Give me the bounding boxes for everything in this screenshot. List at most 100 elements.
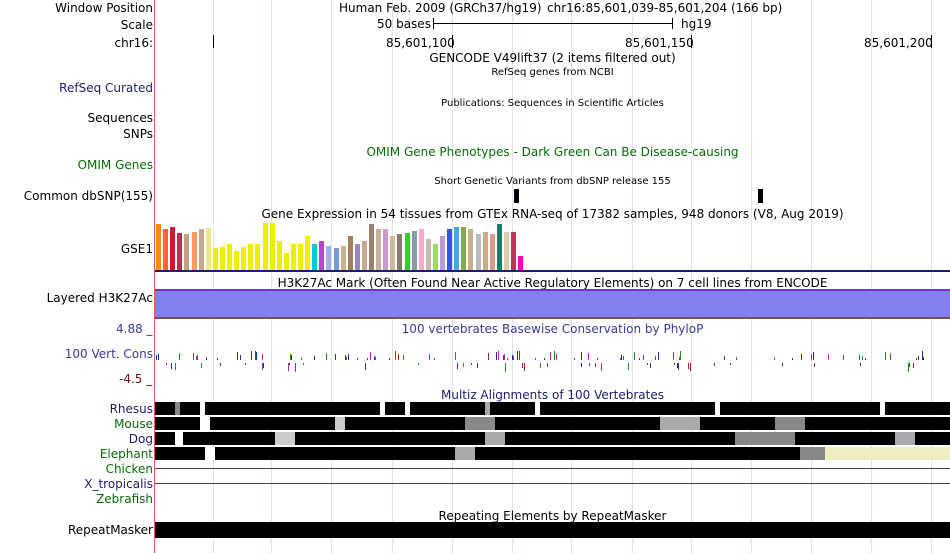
gtex-tissue-bar[interactable] <box>298 244 303 270</box>
alignment-row-mouse[interactable] <box>155 417 950 430</box>
gtex-bar-chart[interactable] <box>156 222 536 270</box>
gtex-tissue-bar[interactable] <box>170 227 176 270</box>
repeat-element[interactable] <box>155 522 950 538</box>
phylop-score-mark <box>601 363 602 371</box>
gtex-tissue-bar[interactable] <box>312 244 318 270</box>
gtex-tissue-bar[interactable] <box>397 234 403 270</box>
gtex-tissue-bar[interactable] <box>227 244 232 270</box>
gtex-tissue-bar[interactable] <box>369 224 374 270</box>
h3k27ac-track-label[interactable]: Layered H3K27Ac <box>46 291 153 305</box>
gtex-tissue-bar[interactable] <box>418 229 424 270</box>
gtex-tissue-bar[interactable] <box>283 253 289 270</box>
gtex-tissue-bar[interactable] <box>425 239 431 270</box>
gtex-tissue-bar[interactable] <box>468 229 474 270</box>
conservation-plot[interactable] <box>155 336 950 388</box>
alignment-gap <box>735 432 795 445</box>
gtex-tissue-bar[interactable] <box>496 224 502 270</box>
ruler-tick <box>691 35 692 48</box>
gtex-tissue-bar[interactable] <box>305 236 311 270</box>
gtex-tissue-bar[interactable] <box>241 247 247 270</box>
grid-line <box>331 0 332 553</box>
gtex-tissue-bar[interactable] <box>447 229 453 270</box>
gtex-tissue-bar[interactable] <box>361 241 367 270</box>
gtex-tissue-bar[interactable] <box>205 228 211 270</box>
gtex-tissue-bar[interactable] <box>212 248 218 270</box>
omim-track-label[interactable]: OMIM Genes <box>77 158 153 172</box>
phylop-score-mark <box>774 357 775 360</box>
gtex-tissue-bar[interactable] <box>475 234 481 270</box>
gtex-tissue-bar[interactable] <box>503 232 509 270</box>
gtex-tissue-bar[interactable] <box>454 227 460 270</box>
gtex-tissue-bar[interactable] <box>390 236 396 270</box>
gtex-tissue-bar[interactable] <box>163 229 169 270</box>
dbsnp-track-label[interactable]: Common dbSNP(155) <box>23 189 153 203</box>
gtex-tissue-bar[interactable] <box>276 241 282 270</box>
gencode-track-title[interactable]: GENCODE V49lift37 (2 items filtered out) <box>429 51 676 65</box>
phylop-score-mark <box>547 363 548 367</box>
phylop-score-mark <box>179 353 180 360</box>
cons-track-label[interactable]: 100 Vert. Cons <box>64 347 153 361</box>
position-title[interactable]: chr16:85,601,039-85,601,204 (166 bp) <box>547 1 783 15</box>
repeatmasker-track-label[interactable]: RepeatMasker <box>67 523 153 537</box>
snps-track-label[interactable]: SNPs <box>123 127 153 141</box>
multiz-species-mouse[interactable]: Mouse <box>114 417 153 431</box>
gtex-tissue-bar[interactable] <box>461 227 467 270</box>
multiz-species-zebrafish[interactable]: Zebrafish <box>96 492 153 506</box>
gtex-tissue-bar[interactable] <box>354 244 360 270</box>
gtex-tissue-bar[interactable] <box>383 229 389 270</box>
gtex-tissue-bar[interactable] <box>319 241 325 270</box>
gtex-tissue-bar[interactable] <box>432 244 438 270</box>
gtex-tissue-bar[interactable] <box>411 231 417 270</box>
alignment-gap <box>485 402 490 415</box>
refseq-track-label[interactable]: RefSeq Curated <box>59 81 153 95</box>
gtex-tissue-bar[interactable] <box>440 236 445 270</box>
gtex-tissue-bar[interactable] <box>248 244 254 270</box>
grid-line <box>691 0 692 553</box>
alignment-row-chicken[interactable] <box>155 462 950 475</box>
phylop-score-mark <box>677 363 678 368</box>
gtex-tissue-bar[interactable] <box>326 246 332 270</box>
phylop-score-mark <box>158 354 159 360</box>
sequences-track-label[interactable]: Sequences <box>87 111 153 125</box>
gtex-track-label[interactable]: GSE1 <box>120 242 153 256</box>
gtex-tissue-bar[interactable] <box>290 244 296 270</box>
gtex-tissue-bar[interactable] <box>177 233 183 270</box>
gtex-tissue-bar[interactable] <box>219 247 225 270</box>
alignment-row-dog[interactable] <box>155 432 950 445</box>
gtex-tissue-bar[interactable] <box>340 246 346 270</box>
alignment-row-zebrafish[interactable] <box>155 492 950 505</box>
phylop-score-mark <box>505 363 506 372</box>
gtex-tissue-bar[interactable] <box>518 256 524 270</box>
gtex-tissue-bar[interactable] <box>333 248 339 270</box>
gtex-tissue-bar[interactable] <box>269 223 275 270</box>
alignment-gap <box>715 402 720 415</box>
gtex-tissue-bar[interactable] <box>489 234 495 270</box>
ruler-tick <box>931 35 932 48</box>
phylop-score-mark <box>498 351 499 360</box>
gtex-tissue-bar[interactable] <box>262 223 268 270</box>
gtex-tissue-bar[interactable] <box>482 232 488 270</box>
phylop-score-mark <box>193 353 194 360</box>
gtex-tissue-bar[interactable] <box>184 234 190 270</box>
gtex-tissue-bar[interactable] <box>198 229 204 270</box>
h3k27ac-signal[interactable] <box>155 289 950 319</box>
gtex-tissue-bar[interactable] <box>156 224 161 270</box>
alignment-gap <box>205 447 215 460</box>
gtex-tissue-bar[interactable] <box>511 232 516 270</box>
gtex-tissue-bar[interactable] <box>255 244 261 270</box>
multiz-species-chicken[interactable]: Chicken <box>105 462 153 476</box>
alignment-row-elephant[interactable] <box>155 447 950 460</box>
gtex-tissue-bar[interactable] <box>376 229 382 270</box>
alignment-row-x-tropicalis[interactable] <box>155 477 950 490</box>
gtex-tissue-bar[interactable] <box>347 236 353 270</box>
alignment-row-rhesus[interactable] <box>155 402 950 415</box>
snp-item[interactable] <box>758 189 763 203</box>
gtex-tissue-bar[interactable] <box>191 232 197 270</box>
gtex-tissue-bar[interactable] <box>404 233 410 270</box>
multiz-species-rhesus[interactable]: Rhesus <box>109 402 153 416</box>
gtex-tissue-bar[interactable] <box>234 251 240 270</box>
multiz-species-x-tropicalis[interactable]: X_tropicalis <box>84 477 153 491</box>
multiz-species-elephant[interactable]: Elephant <box>99 447 153 461</box>
multiz-species-dog[interactable]: Dog <box>128 432 153 446</box>
snp-item[interactable] <box>514 189 519 203</box>
